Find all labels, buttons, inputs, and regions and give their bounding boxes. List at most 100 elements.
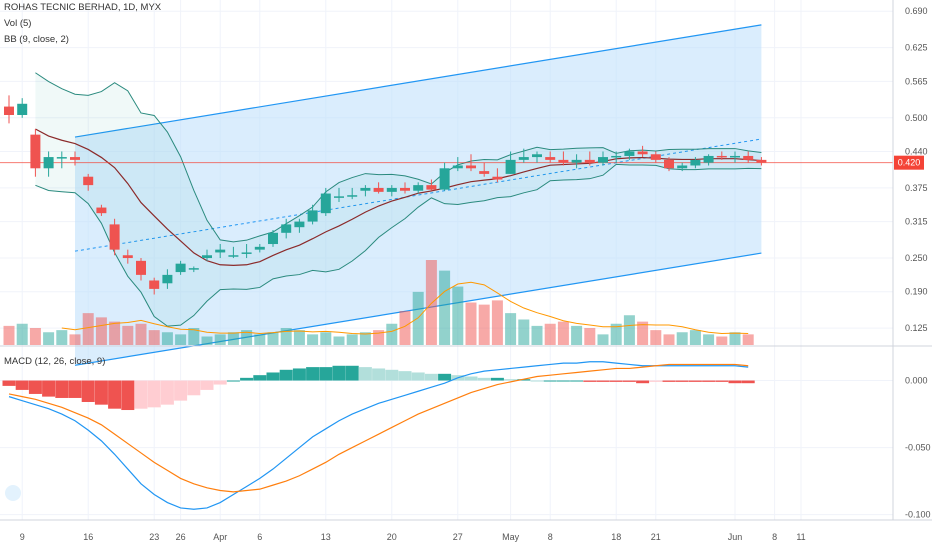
volume-bar <box>109 321 121 345</box>
bb-lower <box>35 163 762 327</box>
macd-histogram-bar <box>266 372 280 381</box>
candle-body <box>716 155 727 158</box>
volume-bar <box>386 323 398 345</box>
volume-bar <box>254 334 266 345</box>
date-tick-label: 20 <box>387 532 397 542</box>
macd-histogram-bar <box>702 380 716 382</box>
date-tick-label: 27 <box>453 532 463 542</box>
candle-body <box>122 255 133 259</box>
volume-bar <box>637 321 649 345</box>
price-tick-label: 0.440 <box>905 146 928 156</box>
macd-histogram-bar <box>358 367 372 381</box>
volume-legend[interactable]: Vol (5) <box>4 18 32 29</box>
macd-histogram-bar <box>279 369 293 381</box>
current-price-tag <box>894 155 924 170</box>
macd-line <box>8 361 749 510</box>
candle-body <box>96 207 107 214</box>
macd-histogram-bar <box>28 380 42 394</box>
volume-bar <box>3 325 15 345</box>
volume-bar <box>320 332 332 345</box>
candle-body <box>518 157 529 160</box>
volume-bar <box>531 325 543 345</box>
volume-bar <box>676 332 688 345</box>
volume-bar <box>452 286 464 345</box>
macd-histogram-bar <box>715 380 729 382</box>
volume-bar <box>663 334 675 345</box>
macd-histogram-bar <box>728 380 742 384</box>
volume-bar <box>412 291 424 345</box>
candle-body <box>690 159 701 166</box>
macd-histogram-bar <box>636 380 650 384</box>
volume-bar <box>122 325 134 345</box>
macd-histogram-bar <box>583 380 597 382</box>
candle-body <box>162 274 173 284</box>
volume-bar <box>29 328 41 345</box>
candle-body <box>466 165 476 169</box>
volume-bar <box>518 319 530 345</box>
volume-bar <box>214 334 226 345</box>
candle-body <box>149 280 160 289</box>
candle-body <box>320 193 331 214</box>
candle-body <box>175 263 186 273</box>
macd-histogram-bar <box>94 380 108 405</box>
macd-histogram-bar <box>411 372 425 381</box>
macd-histogram-bar <box>490 377 504 381</box>
candle-body <box>545 157 556 160</box>
volume-bar <box>571 325 583 345</box>
macd-histogram-bar <box>688 380 702 382</box>
candle-body <box>571 159 582 163</box>
macd-legend[interactable]: MACD (12, 26, close, 9) <box>4 356 106 367</box>
macd-histogram-bar <box>596 380 610 382</box>
candle-body <box>703 155 714 163</box>
bb-legend[interactable]: BB (9, close, 2) <box>4 34 69 45</box>
candle-body <box>268 232 278 245</box>
macd-histogram-bar <box>609 380 623 382</box>
macd-histogram-bar <box>319 367 333 381</box>
candle-body <box>294 221 305 228</box>
channel-upper <box>74 24 762 138</box>
price-tick-label: 0.375 <box>905 183 928 193</box>
volume-bar <box>43 332 55 345</box>
macd-histogram-bar <box>187 380 201 396</box>
candle-body <box>17 103 28 115</box>
date-tick-label: 13 <box>321 532 331 542</box>
macd-histogram-bar <box>622 380 636 382</box>
macd-histogram-bar <box>213 380 227 385</box>
volume-bar <box>597 334 609 345</box>
macd-histogram-bar <box>345 365 359 381</box>
macd-histogram-bar <box>55 380 69 398</box>
candle-body <box>756 159 767 163</box>
candle-body <box>492 176 503 180</box>
volume-bar <box>729 332 741 345</box>
candle-body <box>254 246 265 250</box>
candle-body <box>109 224 120 250</box>
volume-bar <box>175 334 187 345</box>
candle-body <box>650 154 661 160</box>
volume-bar <box>742 334 754 345</box>
volume-bar <box>267 332 279 345</box>
volume-bar <box>16 323 28 345</box>
volume-bar <box>399 311 411 345</box>
volume-bar <box>201 336 213 345</box>
candle-body <box>743 155 754 160</box>
candle-body <box>4 106 14 115</box>
volume-bar <box>703 334 715 345</box>
candle-body <box>30 134 41 169</box>
candle-body <box>334 196 344 198</box>
volume-bar <box>161 332 173 345</box>
volume-bar <box>544 323 556 345</box>
macd-histogram-bar <box>174 380 188 401</box>
date-tick-label: 21 <box>651 532 661 542</box>
macd-histogram-bar <box>134 380 148 409</box>
macd-histogram-bar <box>240 377 254 381</box>
volume-bars <box>3 260 754 345</box>
date-tick-label: 26 <box>176 532 186 542</box>
candle-body <box>360 187 371 191</box>
candle-body <box>281 224 292 233</box>
candle-body <box>188 268 199 270</box>
candle-body <box>400 187 410 191</box>
date-tick-label: 9 <box>20 532 25 542</box>
macd-histogram-bar <box>662 380 676 382</box>
volume-bar <box>491 300 503 345</box>
